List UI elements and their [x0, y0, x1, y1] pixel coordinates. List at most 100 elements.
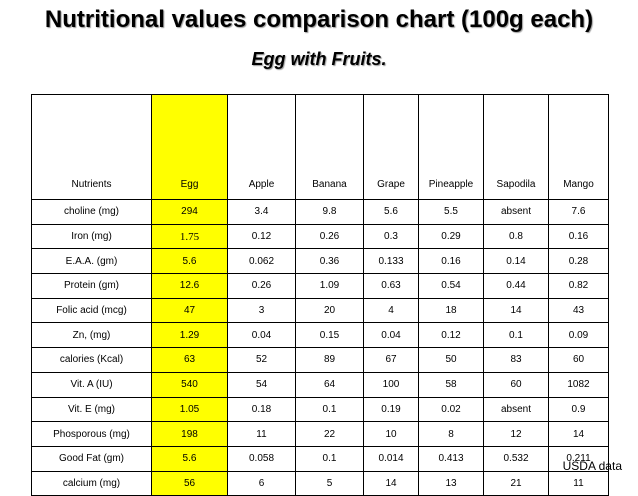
cell-banana: 22 [295, 421, 364, 447]
cell-apple: 11 [227, 421, 296, 447]
page-subtitle: Egg with Fruits. [251, 49, 387, 69]
table-row: Folic acid (mcg) 47 3 20 4 18 14 43 [31, 297, 609, 324]
cell-nutrient: Vit. A (IU) [31, 371, 152, 398]
cell-banana: 5 [295, 470, 364, 496]
nutrition-table: Nutrients Egg Apple Banana Grape Pineapp… [31, 94, 609, 496]
table-row: Good Fat (gm) 5.6 0.058 0.1 0.014 0.413 0.532 0… [31, 445, 609, 472]
cell-mango: 0.9 [548, 396, 609, 423]
table-row: Zn, (mg) 1.29 0.04 0.15 0.04 0.12 0.1 0.09 [31, 322, 609, 349]
cell-pineapple: 50 [418, 347, 484, 373]
cell-nutrient: Protein (gm) [31, 273, 152, 299]
cell-sapodila: 0.8 [483, 223, 549, 250]
cell-apple: 3 [227, 297, 296, 324]
cell-grape: 0.04 [363, 322, 419, 349]
cell-nutrient: Phosporous (mg) [31, 421, 152, 447]
cell-grape: 10 [363, 421, 419, 447]
cell-egg: 294 [151, 199, 228, 225]
cell-nutrient: calcium (mg) [31, 470, 152, 496]
cell-pineapple: 0.16 [418, 248, 484, 275]
cell-mango: 11 [548, 470, 609, 496]
cell-mango: 0.28 [548, 248, 609, 275]
cell-egg: 5.6 [151, 248, 228, 275]
table-row: choline (mg) 294 3.4 9.8 5.6 5.5 absent 7.6 [31, 199, 609, 225]
cell-apple: 52 [227, 347, 296, 373]
cell-grape: 14 [363, 470, 419, 496]
cell-banana: 89 [295, 347, 364, 373]
cell-banana: 1.09 [295, 273, 364, 299]
cell-sapodila: 83 [483, 347, 549, 373]
cell-nutrient: Good Fat (gm) [31, 445, 152, 472]
cell-sapodila: 0.1 [483, 322, 549, 349]
table-row: calories (Kcal) 63 52 89 67 50 83 60 [31, 347, 609, 373]
cell-apple: 0.26 [227, 273, 296, 299]
cell-grape: 0.3 [363, 223, 419, 250]
cell-banana: 20 [295, 297, 364, 324]
cell-pineapple: 0.413 [418, 445, 484, 472]
cell-grape: 5.6 [363, 199, 419, 225]
cell-pineapple: 0.12 [418, 322, 484, 349]
source-note: USDA data [562, 459, 622, 473]
cell-nutrient: Zn, (mg) [31, 322, 152, 349]
cell-nutrient: Folic acid (mcg) [31, 297, 152, 324]
cell-grape: 0.19 [363, 396, 419, 423]
cell-egg: 63 [151, 347, 228, 373]
cell-egg: 5.6 [151, 445, 228, 472]
cell-mango: 1082 [548, 371, 609, 398]
cell-egg: 1.29 [151, 322, 228, 349]
cell-grape: 100 [363, 371, 419, 398]
cell-pineapple: 5.5 [418, 199, 484, 225]
cell-banana: 0.1 [295, 396, 364, 423]
cell-pineapple: 0.02 [418, 396, 484, 423]
header-banana: Banana [295, 94, 364, 200]
cell-sapodila: 21 [483, 470, 549, 496]
table-row: Protein (gm) 12.6 0.26 1.09 0.63 0.54 0.44 0.82 [31, 273, 609, 299]
cell-nutrient: Vit. E (mg) [31, 396, 152, 423]
cell-grape: 0.133 [363, 248, 419, 275]
cell-sapodila: absent [483, 396, 549, 423]
header-nutrients: Nutrients [31, 94, 152, 200]
cell-apple: 0.058 [227, 445, 296, 472]
cell-mango: 0.82 [548, 273, 609, 299]
cell-pineapple: 58 [418, 371, 484, 398]
cell-banana: 0.26 [295, 223, 364, 250]
cell-nutrient: calories (Kcal) [31, 347, 152, 373]
cell-sapodila: 12 [483, 421, 549, 447]
cell-grape: 0.63 [363, 273, 419, 299]
cell-egg: 56 [151, 470, 228, 496]
table-header-row: Nutrients Egg Apple Banana Grape Pineapp… [31, 94, 609, 200]
cell-mango: 0.09 [548, 322, 609, 349]
cell-nutrient: E.A.A. (gm) [31, 248, 152, 275]
cell-egg: 198 [151, 421, 228, 447]
cell-mango: 7.6 [548, 199, 609, 225]
cell-apple: 6 [227, 470, 296, 496]
cell-apple: 3.4 [227, 199, 296, 225]
cell-egg: 540 [151, 371, 228, 398]
cell-mango: 43 [548, 297, 609, 324]
header-sapodila: Sapodila [483, 94, 549, 200]
cell-apple: 0.04 [227, 322, 296, 349]
table-row: E.A.A. (gm) 5.6 0.062 0.36 0.133 0.16 0.14 0.28 [31, 248, 609, 275]
cell-pineapple: 18 [418, 297, 484, 324]
cell-apple: 0.18 [227, 396, 296, 423]
cell-pineapple: 0.29 [418, 223, 484, 250]
table-body: choline (mg) 294 3.4 9.8 5.6 5.5 absent 7.6 Iron… [31, 199, 609, 496]
cell-sapodila: 0.14 [483, 248, 549, 275]
header-apple: Apple [227, 94, 296, 200]
cell-mango: 14 [548, 421, 609, 447]
cell-apple: 54 [227, 371, 296, 398]
cell-nutrient: choline (mg) [31, 199, 152, 225]
cell-grape: 0.014 [363, 445, 419, 472]
cell-pineapple: 8 [418, 421, 484, 447]
cell-grape: 67 [363, 347, 419, 373]
cell-grape: 4 [363, 297, 419, 324]
cell-egg: 1.75 [151, 223, 228, 250]
header-pineapple: Pineapple [418, 94, 484, 200]
cell-apple: 0.062 [227, 248, 296, 275]
table-row: calcium (mg) 56 6 5 14 13 21 11 [31, 470, 609, 496]
cell-sapodila: 14 [483, 297, 549, 324]
cell-banana: 9.8 [295, 199, 364, 225]
cell-nutrient: Iron (mg) [31, 223, 152, 250]
cell-banana: 64 [295, 371, 364, 398]
cell-sapodila: absent [483, 199, 549, 225]
cell-banana: 0.36 [295, 248, 364, 275]
